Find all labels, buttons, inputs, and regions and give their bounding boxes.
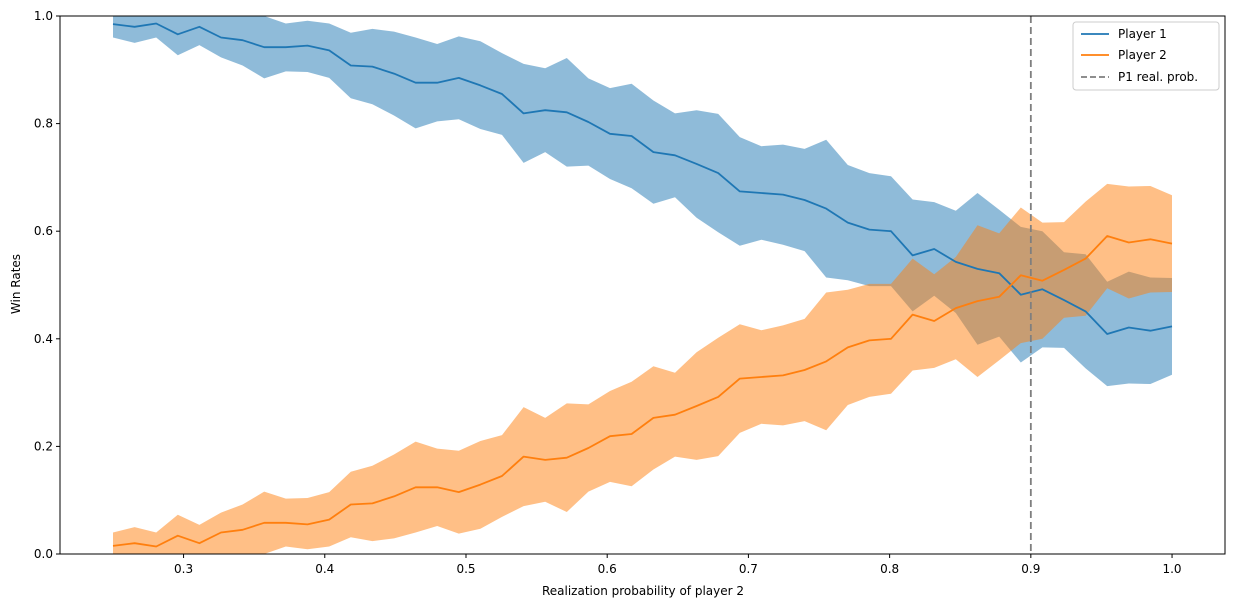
axes-frame — [59, 15, 1226, 555]
x-axis-label: Realization probability of player 2 — [542, 584, 744, 598]
plot-area — [112, 16, 1173, 554]
x-tick-label: 0.9 — [1021, 562, 1040, 576]
legend-label-player-2: Player 2 — [1118, 48, 1167, 62]
line-player-2 — [112, 235, 1173, 548]
line-player-1 — [112, 22, 1173, 335]
y-tick-label: 0.8 — [34, 117, 53, 131]
y-axis-label: Win Rates — [9, 254, 23, 314]
y-tick-label: 1.0 — [34, 9, 53, 23]
axes: 0.3 0.4 0.5 0.6 0.7 0.8 0.9 1.0 0.0 0.2 0.4 0.6 0.8 1… — [34, 9, 1226, 576]
y-tick-label: 0.6 — [34, 224, 53, 238]
x-tick-label: 1.0 — [1162, 562, 1181, 576]
plot-content — [112, 16, 1173, 554]
x-tick-label: 0.7 — [739, 562, 758, 576]
legend-label-reference: P1 real. prob. — [1118, 70, 1198, 84]
y-tick-label: 0.4 — [34, 332, 53, 346]
band-player-2 — [113, 183, 1172, 554]
x-tick-label: 0.8 — [880, 562, 899, 576]
y-tick-label: 0.2 — [34, 439, 53, 453]
legend-box — [1072, 21, 1220, 91]
x-tick-label: 0.5 — [456, 562, 475, 576]
x-tick-label: 0.3 — [174, 562, 193, 576]
y-tick-label: 0.0 — [34, 547, 53, 561]
legend: Player 1 Player 2 P1 real. prob. — [1072, 21, 1220, 91]
x-tick-label: 0.4 — [315, 562, 334, 576]
legend-label-player-1: Player 1 — [1118, 27, 1167, 41]
x-tick-label: 0.6 — [598, 562, 617, 576]
